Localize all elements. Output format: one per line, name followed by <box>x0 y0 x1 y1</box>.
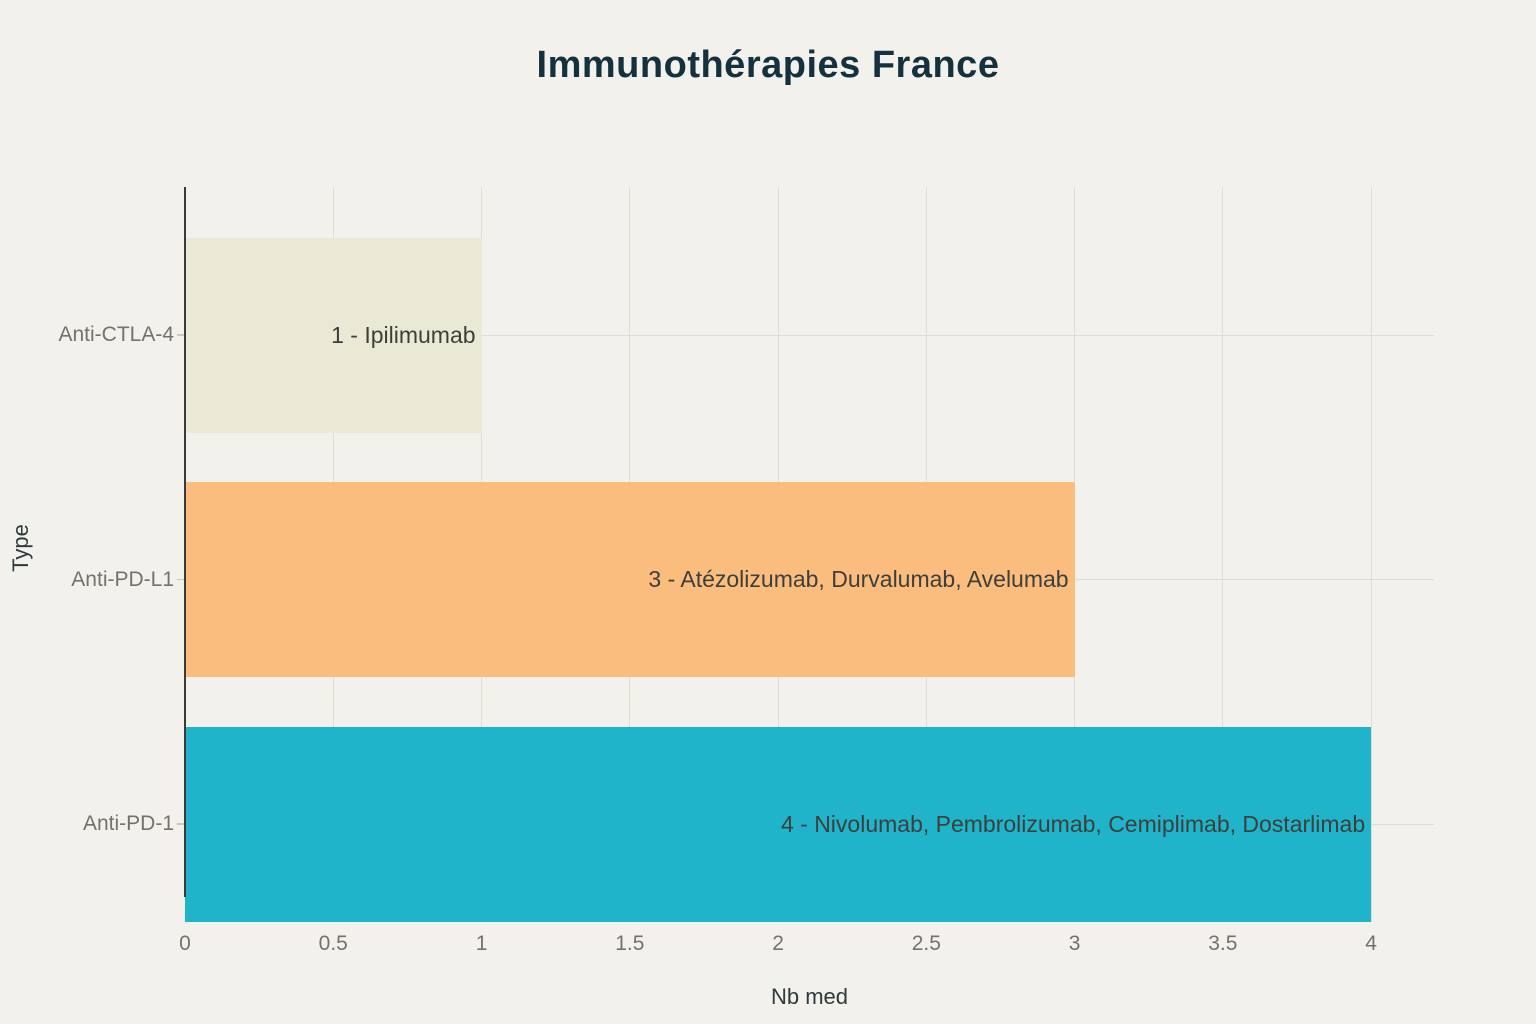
x-axis-title: Nb med <box>770 984 849 1009</box>
x-tick-label: 4 <box>1365 932 1377 955</box>
y-category-tick <box>177 578 185 581</box>
bar-value-label: 3 - Atézolizumab, Durvalumab, Avelumab <box>648 566 1069 593</box>
y-category-label: Anti-PD-1 <box>82 812 174 836</box>
x-tick-label: 1 <box>475 932 488 955</box>
y-category-tick <box>177 334 185 336</box>
y-axis-line <box>184 187 186 897</box>
x-tick-label: 3.5 <box>1208 932 1238 955</box>
y-category-tick <box>177 823 185 825</box>
y-category-label: Anti-PD-L1 <box>71 567 174 591</box>
x-tick-label: 3 <box>1068 932 1081 955</box>
chart-title: Immunothérapies France <box>536 44 1000 86</box>
y-category-label: Anti-CTLA-4 <box>58 323 174 347</box>
x-gridline <box>1222 187 1224 897</box>
x-tick-label: 1.5 <box>615 932 645 955</box>
bar: 3 - Atézolizumab, Durvalumab, Avelumab <box>185 482 1075 678</box>
x-gridline <box>1074 187 1076 897</box>
x-tick <box>1370 897 1372 922</box>
bar-value-label: 4 - Nivolumab, Pembrolizumab, Cemiplimab… <box>780 810 1366 837</box>
x-tick-label: 2.5 <box>911 932 941 955</box>
x-gridline <box>1370 187 1372 897</box>
y-axis-title: Type <box>8 524 33 572</box>
y-gridline <box>185 334 1434 336</box>
x-tick-label: 0 <box>179 932 191 955</box>
bar: 1 - Ipilimumab <box>185 237 482 433</box>
bar-value-label: 1 - Ipilimumab <box>331 321 476 348</box>
x-tick-label: 0.5 <box>318 932 348 955</box>
bar: 4 - Nivolumab, Pembrolizumab, Cemiplimab… <box>185 726 1372 922</box>
x-tick-label: 2 <box>772 932 784 955</box>
